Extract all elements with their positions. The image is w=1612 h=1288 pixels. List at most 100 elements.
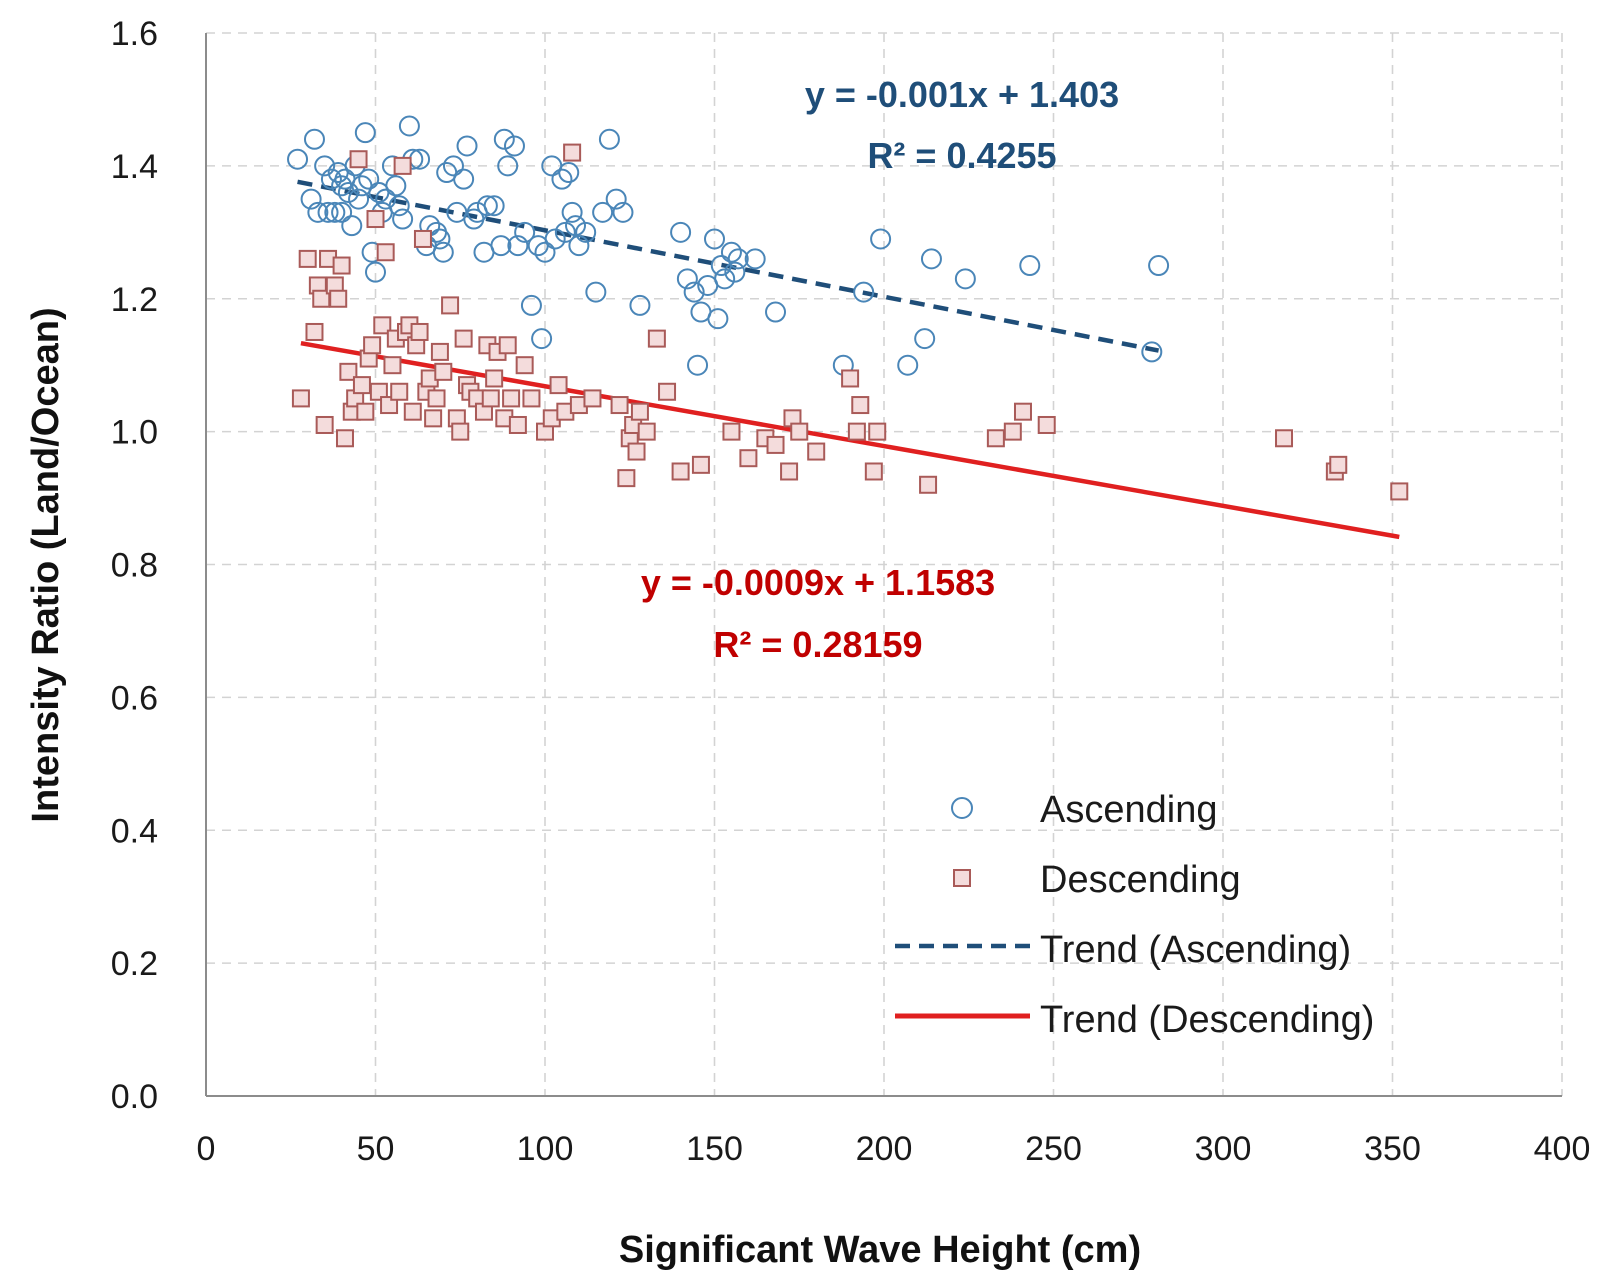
ascending-point (493, 128, 515, 150)
descending-point (1003, 422, 1022, 441)
ascending-point (358, 168, 380, 190)
descending-point (485, 369, 504, 388)
ascending-point (565, 215, 587, 237)
descending-point (637, 422, 656, 441)
ascending-point (724, 261, 746, 283)
ascending-point (744, 248, 766, 270)
ascending-point (629, 294, 651, 316)
descending-point (380, 396, 399, 415)
x-axis-title: Significant Wave Height (cm) (619, 1229, 1141, 1271)
descending-point (627, 442, 646, 461)
x-tick-label: 350 (1364, 1130, 1421, 1168)
ascending-point (720, 241, 742, 263)
ascending-point (914, 328, 936, 350)
ascending-point (575, 221, 597, 243)
x-tick-label: 50 (357, 1130, 395, 1168)
ascending-point (612, 201, 634, 223)
x-tick-label: 100 (517, 1130, 574, 1168)
x-tick-label: 0 (197, 1130, 216, 1168)
descending-point (658, 382, 677, 401)
descending-point (841, 369, 860, 388)
ascending-point (331, 201, 353, 223)
ascending-point (585, 281, 607, 303)
ascending-point (320, 168, 342, 190)
ascending-point (870, 228, 892, 250)
descending-point (919, 475, 938, 494)
descending-point (498, 336, 517, 355)
ascending-point (432, 241, 454, 263)
descending-r2-label: R² = 0.28159 (713, 624, 922, 665)
descending-point (1329, 455, 1348, 474)
ascending-point (483, 195, 505, 217)
ascending-point (456, 135, 478, 157)
descending-point (1275, 429, 1294, 448)
ascending-point (598, 128, 620, 150)
trendlines (297, 179, 1400, 540)
ascending-point (337, 181, 359, 203)
descending-point (617, 469, 636, 488)
ascending-point (534, 241, 556, 263)
descending-point (522, 389, 541, 408)
ascending-point (704, 228, 725, 250)
descending-point (851, 396, 870, 415)
ascending-point (514, 221, 536, 243)
x-tick-label: 200 (856, 1130, 913, 1168)
descending-point (305, 322, 324, 341)
x-tick-label: 400 (1534, 1130, 1591, 1168)
descending-point (434, 362, 453, 381)
descending-point (335, 429, 354, 448)
ascending-point (388, 195, 410, 217)
descending-point (403, 402, 422, 421)
legend-label: Trend (Ascending) (1040, 929, 1351, 971)
descending-point (864, 462, 883, 481)
y-tick-label: 1.2 (111, 281, 158, 319)
ascending-point (920, 248, 942, 270)
legend: Ascending Descending Trend (Ascending) Tren… (895, 789, 1374, 1041)
ascending-point (300, 188, 322, 210)
x-tick-label: 300 (1195, 1130, 1252, 1168)
descending-point (349, 150, 368, 169)
ascending-point (554, 221, 576, 243)
x-tick-labels: 0 50 100 150 200 250 300 350 400 (197, 1130, 1591, 1168)
y-axis-title: Intensity Ratio (Land/Ocean) (25, 307, 67, 822)
descending-point (508, 415, 527, 434)
descending-point (502, 389, 521, 408)
descending-point (329, 289, 348, 308)
descending-point (339, 362, 358, 381)
ascending-point (453, 168, 475, 190)
ascending-point (683, 281, 705, 303)
ascending-point (568, 235, 590, 257)
data-points (287, 115, 1409, 501)
ascending-point (303, 128, 325, 150)
ascending-point (1148, 255, 1170, 277)
y-tick-label: 0.6 (111, 679, 158, 717)
ascending-point (503, 135, 525, 157)
ascending-point (354, 122, 376, 144)
descending-point (1390, 482, 1409, 501)
descending-point (647, 329, 666, 348)
descending-point (610, 396, 629, 415)
ascending-point (544, 228, 566, 250)
y-tick-label: 0.0 (111, 1078, 158, 1116)
ascending-point (341, 215, 363, 237)
descending-point (691, 455, 710, 474)
y-tick-label: 1.0 (111, 414, 158, 452)
descending-point (383, 356, 402, 375)
ascending-point (317, 201, 339, 223)
ascending-point (897, 354, 919, 376)
ascending-point (476, 195, 498, 217)
ascending-point (605, 188, 627, 210)
descending-point (481, 389, 500, 408)
descending-point (722, 422, 741, 441)
descending-point (1037, 415, 1056, 434)
legend-label: Trend (Descending) (1040, 999, 1374, 1041)
ascending-point (314, 155, 336, 177)
ascending-point (551, 168, 573, 190)
ascending-point (497, 155, 519, 177)
descending-point (298, 249, 317, 268)
ascending-point (561, 201, 583, 223)
ascending-point (520, 294, 542, 316)
descending-point (451, 422, 470, 441)
descending-point (441, 296, 460, 315)
